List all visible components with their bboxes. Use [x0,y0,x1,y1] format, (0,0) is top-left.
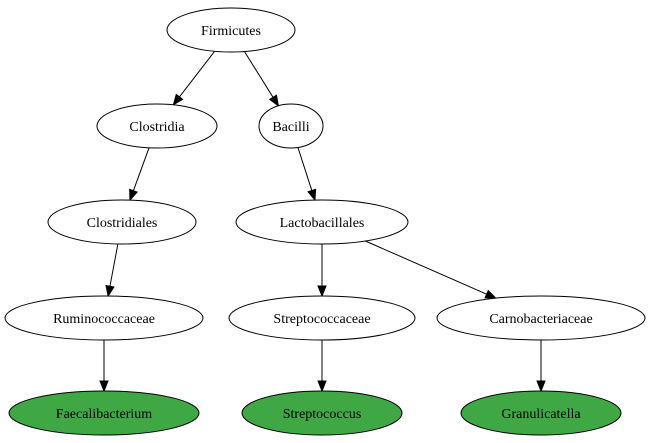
arrowhead-icon [307,188,317,202]
arrowhead-icon [317,380,327,393]
node-ruminococcaceae: Ruminococcaceae [4,295,204,341]
edge-lactobacillales-to-carnobacteriaceae [365,240,498,299]
leaf-node-ellipse [460,390,622,436]
edge-line [109,243,119,287]
node-faecalibacterium: Faecalibacterium [8,390,200,436]
node-label: Streptococcus [283,407,362,422]
node-clostridiales: Clostridiales [47,199,197,245]
edge-carnobacteriaceae-to-granulicatella [536,340,546,393]
edge-line [297,147,313,191]
edges-layer [99,50,546,393]
node-label: Clostridiales [87,216,158,231]
node-label: Firmicutes [201,24,261,39]
node-label: Streptococcaceae [273,312,370,327]
node-ellipse [258,103,324,149]
node-label: Carnobacteriaceae [489,312,592,327]
node-streptococcus: Streptococcus [241,390,403,436]
nodes-layer: Firmicutes Clostridia Bacilli Clostridiales… [4,7,646,436]
node-ellipse [436,295,646,341]
node-bacilli: Bacilli [258,103,324,149]
edge-firmicutes-to-clostridia [172,50,216,106]
edge-streptococcaceae-to-streptococcus [317,340,327,393]
arrowhead-icon [105,284,115,298]
node-ellipse [228,295,416,341]
edge-bacilli-to-lactobacillales [297,147,317,202]
edge-clostridia-to-clostridiales [129,147,150,202]
node-label: Ruminococcaceae [53,312,155,327]
node-granulicatella: Granulicatella [460,390,622,436]
arrowhead-icon [129,188,139,202]
node-label: Clostridia [129,120,185,135]
node-clostridia: Clostridia [96,103,218,149]
node-streptococcaceae: Streptococcaceae [228,295,416,341]
node-label: Bacilli [272,120,309,135]
edge-ruminococcaceae-to-faecalibacterium [99,340,109,393]
arrowhead-icon [536,380,546,393]
edge-line [179,50,216,98]
node-label: Lactobacillales [280,216,365,231]
arrowhead-icon [172,93,184,106]
arrowhead-icon [268,94,280,107]
arrowhead-icon [317,285,327,298]
node-ellipse [166,7,296,53]
arrowhead-icon [99,380,109,393]
node-label: Granulicatella [501,407,581,422]
edge-line [132,147,150,191]
arrowhead-icon [484,289,498,299]
leaf-node-ellipse [241,390,403,436]
edge-line [244,51,274,98]
node-lactobacillales: Lactobacillales [235,199,409,245]
node-ellipse [47,199,197,245]
node-ellipse [4,295,204,341]
edge-line [365,240,487,295]
edge-firmicutes-to-bacilli [244,51,280,107]
node-ellipse [235,199,409,245]
edge-lactobacillales-to-streptococcaceae [317,244,327,298]
node-label: Faecalibacterium [56,407,153,422]
node-carnobacteriaceae: Carnobacteriaceae [436,295,646,341]
edge-clostridiales-to-ruminococcaceae [105,243,119,298]
node-firmicutes: Firmicutes [166,7,296,53]
leaf-node-ellipse [8,390,200,436]
node-ellipse [96,103,218,149]
